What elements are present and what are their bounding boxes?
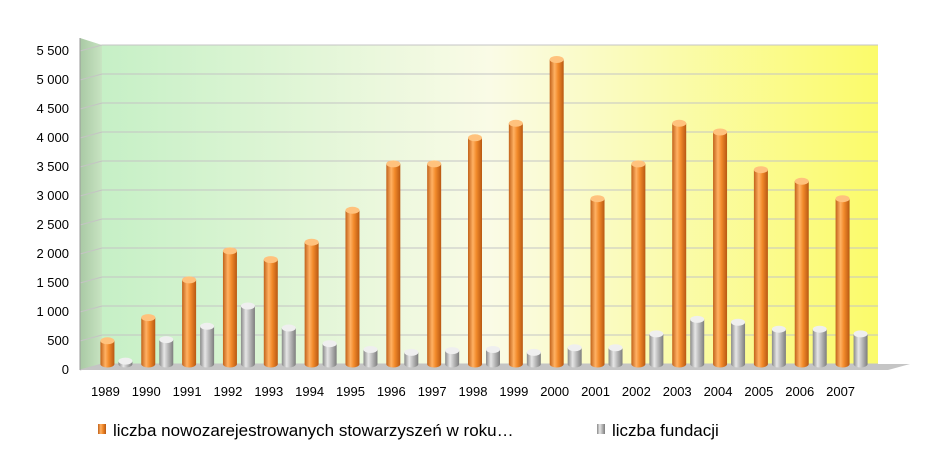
x-tick-label: 1996 [377, 384, 406, 399]
x-tick-label: 2002 [622, 384, 651, 399]
bar-fundacje [118, 357, 133, 368]
x-tick-label: 1995 [336, 384, 365, 399]
legend: liczba nowozarejestrowanych stowarzyszeń… [98, 421, 719, 440]
y-tick-label: 3 000 [36, 188, 69, 203]
gridline-side [79, 44, 103, 52]
legend-item: liczba fundacji [597, 421, 719, 440]
x-tick-label: 1991 [173, 384, 202, 399]
bar-stowarzyszenia [304, 238, 319, 368]
gridline-side [79, 218, 103, 226]
y-tick-label: 0 [62, 362, 69, 377]
bar-fundacje [608, 344, 623, 368]
bar-fundacje [200, 322, 215, 368]
bar-fundacje [567, 344, 582, 368]
bar-fundacje [404, 348, 419, 368]
bar-fundacje [526, 348, 541, 368]
bars [100, 56, 868, 368]
bar-fundacje [812, 325, 827, 368]
y-axis: 0 500 1 000 1 500 2 000 2 500 3 000 3 500 4 000 4… [36, 38, 81, 377]
x-tick-label: 1990 [132, 384, 161, 399]
y-tick-label: 3 500 [36, 159, 69, 174]
bar-stowarzyszenia [549, 56, 564, 368]
plot-background [80, 38, 910, 370]
bar-fundacje [771, 325, 786, 368]
y-tick-label: 5 000 [36, 72, 69, 87]
y-tick-label: 5 500 [36, 43, 69, 58]
gridline-side [79, 73, 103, 81]
y-tick-label: 1 500 [36, 275, 69, 290]
x-tick-label: 2006 [785, 384, 814, 399]
bar-fundacje [322, 340, 337, 368]
bar-stowarzyszenia [386, 160, 401, 368]
legend-item: liczba nowozarejestrowanych stowarzyszeń… [98, 421, 514, 440]
gridline-side [79, 334, 103, 342]
bar-fundacje [240, 302, 255, 368]
legend-label: liczba fundacji [612, 421, 719, 440]
bar-stowarzyszenia [263, 256, 278, 368]
x-tick-label: 1994 [295, 384, 324, 399]
bar-stowarzyszenia [182, 276, 197, 368]
x-tick-label: 1999 [499, 384, 528, 399]
x-tick-label: 2003 [663, 384, 692, 399]
bar-stowarzyszenia [713, 128, 728, 368]
bar-stowarzyszenia [345, 206, 360, 368]
bar-fundacje [159, 336, 174, 368]
bar-stowarzyszenia [753, 166, 768, 368]
bar-fundacje [853, 330, 868, 368]
gridline-side [79, 102, 103, 110]
bar-fundacje [486, 346, 500, 368]
x-axis: 1989 1990 1991 1992 1993 1994 1995 1996 1997 1998… [91, 384, 855, 399]
y-tick-label: 1 000 [36, 304, 69, 319]
gridline-side [79, 189, 103, 197]
bar-stowarzyszenia [508, 119, 523, 368]
legend-swatch [98, 424, 106, 434]
x-tick-label: 1992 [213, 384, 242, 399]
bar-stowarzyszenia [141, 314, 156, 368]
bar-fundacje [731, 318, 746, 368]
bar-fundacje [281, 324, 296, 368]
x-tick-label: 2007 [826, 384, 855, 399]
bar-stowarzyszenia [590, 195, 605, 368]
y-tick-label: 2 500 [36, 217, 69, 232]
bar-stowarzyszenia [835, 195, 850, 368]
bar-fundacje [690, 315, 705, 368]
gridline-side [79, 363, 103, 371]
x-tick-label: 2001 [581, 384, 610, 399]
side-wall [80, 38, 102, 370]
legend-swatch [597, 424, 605, 434]
bar-stowarzyszenia [672, 119, 687, 368]
bar-stowarzyszenia [427, 160, 442, 368]
bar-fundacje [445, 347, 460, 368]
x-tick-label: 1997 [418, 384, 447, 399]
bar-stowarzyszenia [468, 134, 482, 368]
gridline-side [79, 131, 103, 139]
y-tick-label: 500 [47, 333, 69, 348]
gridline-side [79, 276, 103, 284]
x-tick-label: 1993 [254, 384, 283, 399]
x-tick-label: 2004 [704, 384, 733, 399]
y-tick-label: 4 000 [36, 130, 69, 145]
legend-label: liczba nowozarejestrowanych stowarzyszeń… [113, 421, 514, 440]
gridline-side [79, 247, 103, 255]
gridline-side [79, 305, 103, 313]
bar-fundacje [363, 346, 378, 368]
gridline-side [79, 160, 103, 168]
y-tick-label: 4 500 [36, 101, 69, 116]
x-tick-label: 1998 [459, 384, 488, 399]
bar-stowarzyszenia [222, 247, 237, 368]
bar-stowarzyszenia [100, 337, 115, 368]
x-tick-label: 2000 [540, 384, 569, 399]
x-tick-label: 1989 [91, 384, 120, 399]
y-tick-label: 2 000 [36, 246, 69, 261]
bar-stowarzyszenia [631, 160, 646, 368]
bar-fundacje [649, 330, 664, 368]
bar-stowarzyszenia [794, 177, 809, 368]
x-tick-label: 2005 [744, 384, 773, 399]
